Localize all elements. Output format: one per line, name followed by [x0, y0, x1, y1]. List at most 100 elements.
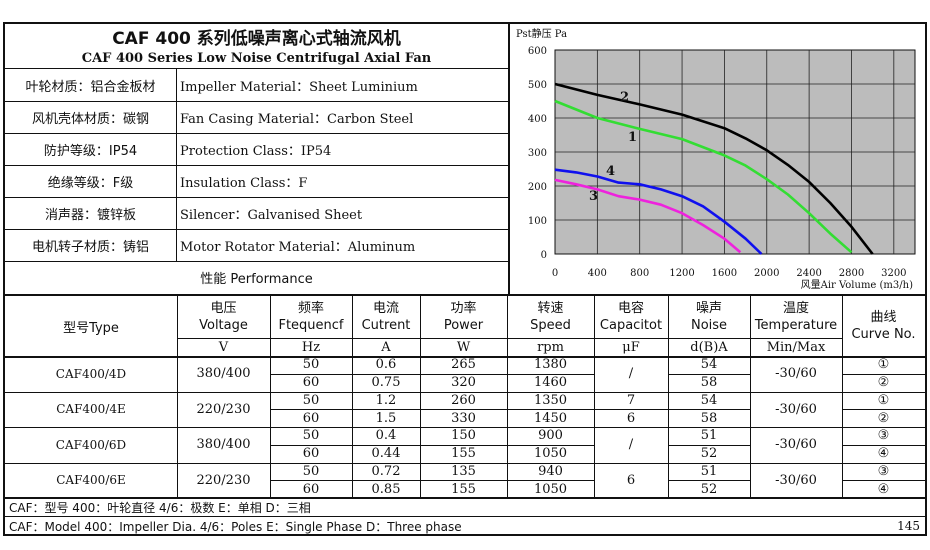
cell-power: 150 [451, 428, 476, 444]
row-divider [507, 480, 594, 482]
row-divider [420, 409, 507, 411]
row-divider [352, 373, 420, 375]
row-divider [842, 373, 925, 375]
spec-value-en: Insulation Class：F [180, 175, 308, 191]
cell-current: 0.44 [371, 446, 401, 462]
header-cell: 电流 Cutrent [352, 296, 420, 338]
header-unit: A [381, 339, 391, 355]
row-divider [352, 480, 420, 482]
cell-noise: 58 [700, 410, 718, 426]
model-type: CAF400/6D [55, 437, 127, 452]
x-tick-label: 3200 [881, 268, 906, 279]
footer-legend-cn: CAF：型号 400：叶轮直径 4/6：极数 E：单相 D：三相 [9, 500, 311, 515]
spec-label-cn: 防护等级：IP54 [43, 143, 138, 159]
cell-noise: 52 [700, 446, 718, 462]
x-tick-label: 0 [552, 268, 558, 279]
y-tick-label: 200 [528, 182, 547, 193]
header-divider [352, 338, 420, 339]
row-divider [352, 409, 420, 411]
header-cn: 转速 [537, 301, 564, 316]
cell-power: 155 [451, 481, 476, 497]
model-voltage: 220/230 [196, 401, 251, 417]
header-rule [3, 356, 927, 358]
column-divider [594, 294, 595, 497]
performance-label: 性能 Performance [200, 271, 313, 287]
footer-legend-en: CAF：Model 400：Impeller Dia. 4/6：Poles E：… [9, 519, 462, 534]
cell-freq: 60 [302, 446, 320, 462]
x-tick-label: 800 [630, 268, 649, 279]
row-divider [507, 373, 594, 375]
cell-current: 1.5 [375, 410, 397, 426]
page-number: 145 [897, 519, 920, 533]
header-cn: 频率 [297, 301, 324, 316]
spec-column-divider [176, 69, 177, 261]
model-type: CAF400/6E [56, 473, 126, 488]
curve-2-label: 2 [620, 90, 629, 105]
cell-power: 260 [451, 392, 476, 408]
cell-speed: 1050 [533, 481, 568, 497]
model-voltage: 380/400 [196, 366, 251, 382]
cell-curve: ② [877, 375, 890, 391]
curve-1-label: 1 [628, 130, 637, 145]
row-divider [668, 373, 750, 375]
model-temperature: -30/60 [775, 472, 817, 488]
model-type: CAF400/4D [55, 366, 127, 381]
header-cn: 电容 [617, 301, 644, 316]
y-tick-label: 0 [541, 250, 547, 261]
y-tick-label: 600 [528, 46, 547, 57]
row-divider [842, 444, 925, 446]
curve-3-label: 3 [589, 189, 598, 204]
row-divider [668, 409, 750, 411]
header-curve: 曲线 Curve No. [842, 296, 925, 356]
model-divider [3, 427, 927, 428]
model-temperature: -30/60 [775, 366, 817, 382]
curve-4-line [554, 168, 763, 255]
spec-divider [5, 165, 508, 166]
cell-speed: 1350 [533, 392, 568, 408]
header-en: Voltage [199, 318, 248, 333]
header-cn: 噪声 [695, 301, 722, 316]
x-tick-label: 1200 [669, 268, 694, 279]
y-axis-label: Pst静压 Pa [516, 27, 567, 40]
table-bottom-rule [3, 497, 927, 499]
model-voltage: 220/230 [196, 472, 251, 488]
y-tick-label: 300 [528, 148, 547, 159]
row-divider [270, 444, 352, 446]
cell-noise: 58 [700, 375, 718, 391]
cell-curve: ② [877, 410, 890, 426]
header-en: Capacitot [599, 318, 663, 333]
model-type: CAF400/4E [56, 402, 126, 417]
row-divider [668, 480, 750, 482]
model-divider [3, 462, 927, 464]
spec-value-en: Impeller Material：Sheet Luminium [180, 79, 418, 95]
cell-freq: 50 [302, 392, 320, 408]
curve-3-line [554, 178, 742, 254]
header-type: 型号Type [63, 320, 119, 336]
chart-divider [508, 22, 510, 296]
header-unit: rpm [537, 339, 564, 355]
y-tick-label: 500 [528, 80, 547, 91]
cell-freq: 50 [302, 428, 320, 444]
row-divider [270, 480, 352, 482]
header-unit: V [218, 339, 229, 355]
x-axis-label: 风量Air Volume (m3/h) [801, 279, 913, 291]
spec-value-en: Fan Casing Material：Carbon Steel [180, 111, 414, 127]
header-divider [668, 338, 750, 339]
header-en: Cutrent [361, 318, 411, 333]
model-temperature: -30/60 [775, 401, 817, 417]
row-divider [420, 480, 507, 482]
spec-label-cn: 电机转子材质：铸铝 [31, 239, 149, 255]
header-divider [507, 338, 594, 339]
header-unit: μF [622, 339, 640, 355]
x-tick-label: 2800 [839, 268, 864, 279]
page-frame [3, 22, 927, 536]
header-cn: 功率 [450, 301, 477, 316]
spec-label-cn: 绝缘等级：F级 [47, 175, 134, 191]
header-unit: W [456, 339, 471, 355]
model-temperature: -30/60 [775, 437, 817, 453]
cell-current: 0.75 [371, 375, 401, 391]
cell-speed: 1380 [533, 357, 568, 373]
cell-freq: 60 [302, 481, 320, 497]
